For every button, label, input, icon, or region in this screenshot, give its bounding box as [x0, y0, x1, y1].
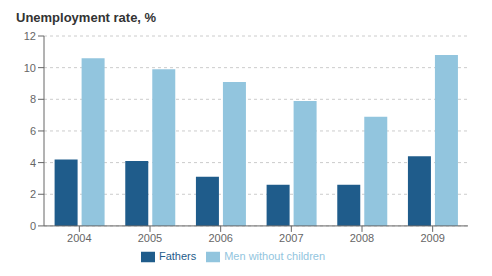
- svg-text:6: 6: [30, 125, 36, 137]
- svg-text:8: 8: [30, 93, 36, 105]
- svg-text:2009: 2009: [420, 232, 444, 244]
- html-text:Fathers: Fathers: [158, 249, 197, 262]
- svg-text:2: 2: [30, 188, 36, 200]
- svg-text:4: 4: [30, 157, 36, 169]
- svg-text:2006: 2006: [208, 232, 232, 244]
- html-text:Unemployment rate, %: Unemployment rate, %: [16, 10, 157, 25]
- svg-text:2004: 2004: [67, 232, 91, 244]
- html-text:Men without children: Men without children: [224, 249, 326, 262]
- svg-text:0: 0: [30, 220, 36, 232]
- svg-text:12: 12: [24, 30, 36, 42]
- svg-text:10: 10: [24, 62, 36, 74]
- svg-text:2005: 2005: [138, 232, 162, 244]
- svg-text:2008: 2008: [350, 232, 374, 244]
- svg-text:2007: 2007: [279, 232, 303, 244]
